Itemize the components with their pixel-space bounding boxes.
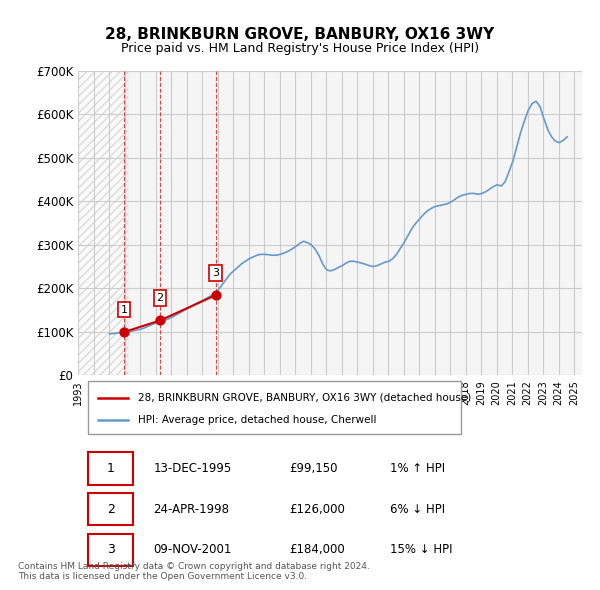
Text: 2: 2 [157,293,164,303]
Point [211,290,220,300]
Point [119,327,128,337]
Text: 28, BRINKBURN GROVE, BANBURY, OX16 3WY (detached house): 28, BRINKBURN GROVE, BANBURY, OX16 3WY (… [139,392,472,402]
Text: 3: 3 [212,268,219,278]
Text: Price paid vs. HM Land Registry's House Price Index (HPI): Price paid vs. HM Land Registry's House … [121,42,479,55]
Text: 28, BRINKBURN GROVE, BANBURY, OX16 3WY: 28, BRINKBURN GROVE, BANBURY, OX16 3WY [106,27,494,41]
Point [155,316,165,325]
Text: 3: 3 [107,543,115,556]
Text: 2: 2 [107,503,115,516]
Text: 15% ↓ HPI: 15% ↓ HPI [391,543,453,556]
Text: 1: 1 [121,304,127,314]
Text: 24-APR-1998: 24-APR-1998 [154,503,230,516]
FancyBboxPatch shape [88,453,133,485]
Text: £184,000: £184,000 [290,543,346,556]
Text: 1% ↑ HPI: 1% ↑ HPI [391,462,446,475]
Text: HPI: Average price, detached house, Cherwell: HPI: Average price, detached house, Cher… [139,415,377,425]
Text: 13-DEC-1995: 13-DEC-1995 [154,462,232,475]
Text: 09-NOV-2001: 09-NOV-2001 [154,543,232,556]
Text: 6% ↓ HPI: 6% ↓ HPI [391,503,446,516]
Text: Contains HM Land Registry data © Crown copyright and database right 2024.
This d: Contains HM Land Registry data © Crown c… [18,562,370,581]
Text: £126,000: £126,000 [290,503,346,516]
Text: £99,150: £99,150 [290,462,338,475]
FancyBboxPatch shape [88,493,133,526]
FancyBboxPatch shape [88,533,133,566]
Text: 1: 1 [107,462,115,475]
FancyBboxPatch shape [88,381,461,434]
